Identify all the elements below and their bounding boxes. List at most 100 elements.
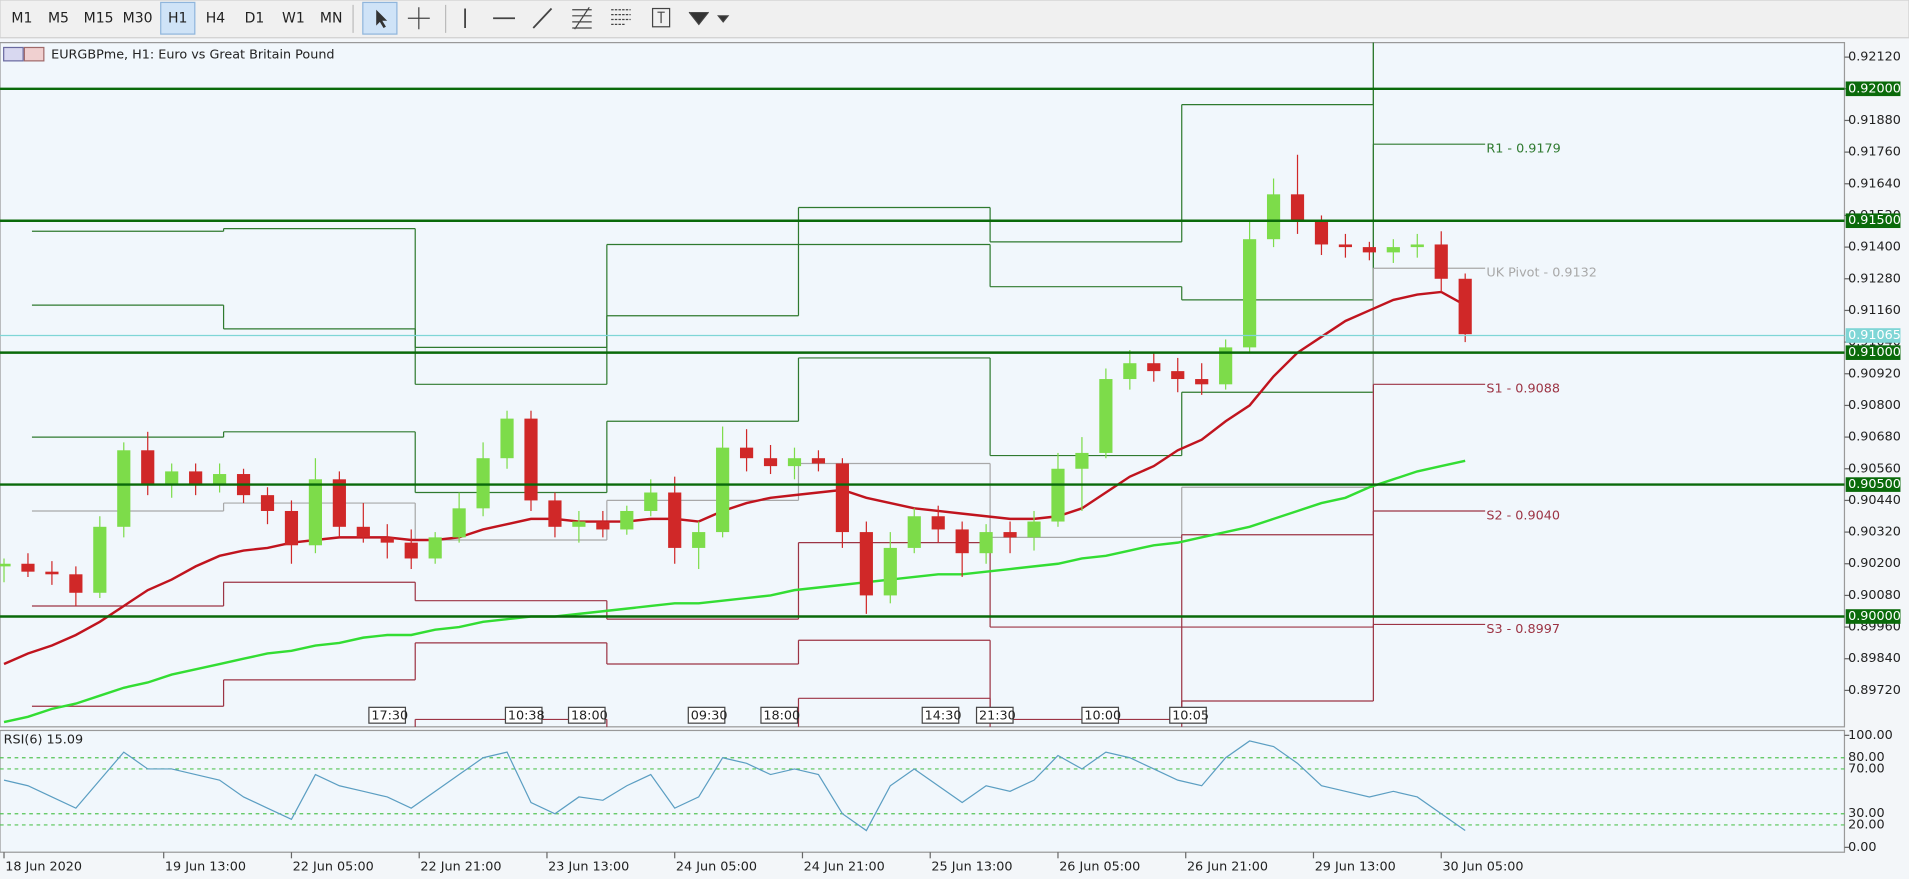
price-level-tag (1845, 345, 1901, 360)
candle-body (189, 471, 203, 485)
candle-body (907, 516, 921, 548)
timeframe-button[interactable]: M5 (48, 10, 69, 26)
candle-body (1410, 244, 1424, 248)
candle-body (476, 458, 490, 509)
y-tick-label: 80.00 (1848, 750, 1885, 765)
x-tick-label: 25 Jun 13:00 (931, 859, 1012, 874)
candle-body (1051, 468, 1065, 522)
current-price-label: 0.91065 (1848, 328, 1901, 343)
y-tick-label: 0.91400 (1848, 240, 1901, 255)
y-tick-label: 0.90320 (1848, 525, 1901, 540)
y-tick-label: 0.00 (1848, 840, 1876, 855)
event-marker (1169, 706, 1207, 724)
candle-body (165, 471, 179, 485)
candle-body (1458, 278, 1472, 335)
timeframe-button[interactable]: W1 (282, 10, 305, 26)
y-tick-label: 0.91280 (1848, 271, 1901, 286)
x-tick-label: 22 Jun 05:00 (293, 859, 374, 874)
candle-body (1123, 363, 1137, 380)
candle-body (692, 532, 706, 548)
rsi-title: RSI(6) 15.09 (4, 733, 83, 748)
candle-body (93, 526, 107, 593)
y-tick-label: 0.90560 (1848, 461, 1901, 476)
toolbar: M1 M5 M15 M30 H1 H4 D1 W1 MN (0, 0, 1909, 39)
event-label: 17:30 (371, 708, 408, 723)
candle-body (308, 479, 322, 546)
candle-body (1243, 239, 1257, 348)
x-tick-label: 29 Jun 13:00 (1315, 859, 1396, 874)
y-tick-label: 30.00 (1848, 806, 1885, 821)
event-marker (975, 706, 1014, 724)
y-tick-label: 0.91640 (1848, 176, 1901, 191)
timeframe-button[interactable]: MN (320, 10, 343, 26)
candle-body (1219, 347, 1233, 385)
y-tick-label: 0.90680 (1848, 430, 1901, 445)
x-tick-label: 23 Jun 13:00 (548, 859, 629, 874)
event-label: 10:00 (1084, 708, 1121, 723)
candle-body (1171, 371, 1185, 380)
timeframe-button[interactable]: H4 (206, 10, 226, 26)
timeframe-button[interactable]: D1 (245, 10, 265, 26)
y-tick-label: 70.00 (1848, 761, 1885, 776)
pivot-label: R1 - 0.9179 (1486, 142, 1560, 157)
event-marker (567, 706, 606, 724)
y-tick-label: 20.00 (1848, 817, 1885, 832)
candle-body (620, 510, 634, 530)
price-level-tag (1845, 609, 1901, 624)
pivot-label: S1 - 0.9088 (1486, 382, 1560, 397)
candle-body (1314, 220, 1329, 245)
price-level-label: 0.90000 (1848, 609, 1901, 624)
candle-body (404, 542, 418, 559)
event-label: 10:38 (508, 708, 545, 723)
text-tool[interactable] (651, 7, 671, 28)
timeframe-button[interactable]: M15 (84, 10, 114, 26)
y-tick-label: 0.90080 (1848, 588, 1901, 603)
event-marker (760, 706, 799, 724)
symbol-icon (3, 46, 45, 62)
y-tick-label: 0.90920 (1848, 366, 1901, 381)
candle-body (45, 571, 59, 575)
candle-body (644, 492, 658, 511)
price-level-tag (1845, 81, 1901, 97)
rsi-line (3, 740, 1466, 832)
y-tick-label: 0.90800 (1848, 398, 1901, 413)
x-tick-label: 24 Jun 05:00 (676, 859, 757, 874)
x-tick-label: 19 Jun 13:00 (165, 859, 246, 874)
candle-body (1099, 379, 1113, 453)
candle-body (69, 574, 83, 593)
channel-tool[interactable] (572, 6, 592, 30)
moving-average (3, 290, 1466, 666)
timeframe-button[interactable]: M1 (11, 10, 32, 26)
shapes-tool[interactable] (688, 11, 730, 26)
candle-body (380, 537, 394, 543)
y-tick-label: 0.89840 (1848, 651, 1901, 666)
fibo-tool[interactable] (611, 9, 631, 25)
candle-body (356, 526, 370, 538)
x-tick-label: 30 Jun 05:00 (1442, 859, 1523, 874)
candle-body (883, 547, 897, 596)
crosshair-tool[interactable] (407, 7, 430, 30)
candle-body (260, 495, 275, 511)
timeframe-button[interactable]: H1 (168, 10, 187, 26)
candle-body (332, 479, 346, 527)
rsi-plot (0, 729, 1846, 853)
x-tick-label: 26 Jun 21:00 (1187, 859, 1268, 874)
y-tick-label: 0.91880 (1848, 113, 1901, 128)
timeframe-button[interactable]: M30 (123, 10, 153, 26)
candle-body (1290, 194, 1305, 221)
candle-body (1075, 452, 1089, 469)
y-tick-label: 0.90440 (1848, 493, 1901, 508)
trendline-tool[interactable] (532, 7, 553, 29)
candle-body (500, 418, 514, 459)
candle-body (716, 447, 730, 533)
y-tick-label: 0.91160 (1848, 303, 1901, 318)
cursor-icon (376, 9, 388, 29)
y-tick-label: 0.92120 (1848, 50, 1901, 65)
candle-body (811, 458, 826, 464)
x-tick-label: 18 Jun 2020 (5, 859, 82, 874)
candle-body (1147, 363, 1161, 372)
pivot-label: S3 - 0.8997 (1486, 622, 1560, 637)
candle-body (955, 529, 969, 554)
